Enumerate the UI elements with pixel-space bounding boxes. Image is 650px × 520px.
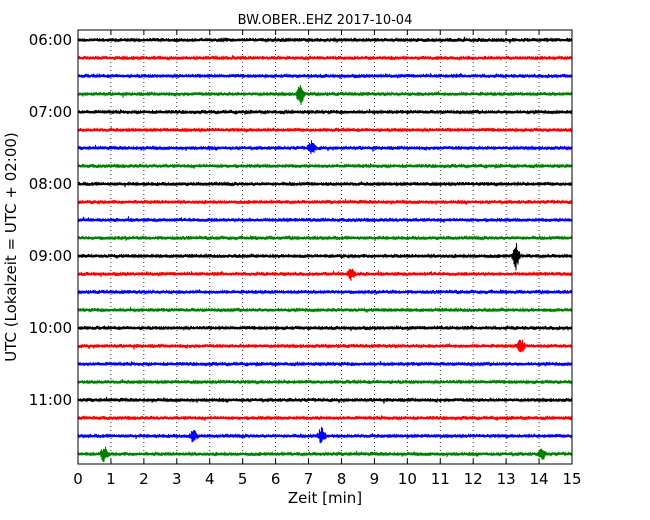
y-axis-label: UTC (Lokalzeit = UTC + 02:00): [2, 132, 20, 362]
xtick-label-9: 9: [370, 470, 380, 488]
seismic-traces: [77, 36, 573, 463]
trace-row-15: [77, 306, 573, 314]
trace-row-1: [77, 54, 573, 62]
trace-row-6: [77, 140, 573, 155]
ytick-label-0900: 09:00: [29, 247, 72, 265]
trace-row-4: [77, 108, 573, 116]
ytick-label-1100: 11:00: [29, 391, 72, 409]
xtick-label-11: 11: [431, 470, 450, 488]
ytick-label-0800: 08:00: [29, 175, 72, 193]
trace-row-21: [77, 414, 573, 422]
x-axis-tick-labels: 0 1 2 3 4 5 6 7 8 9 10 11 12 13 14 15: [73, 470, 581, 488]
trace-row-2: [77, 72, 573, 80]
trace-row-8: [77, 180, 573, 188]
plot-area-frame: [77, 29, 573, 465]
trace-row-19: [77, 378, 573, 386]
trace-row-10: [77, 216, 573, 224]
xtick-label-2: 2: [139, 470, 149, 488]
trace-row-17: [77, 339, 573, 353]
xtick-label-5: 5: [238, 470, 248, 488]
xtick-label-7: 7: [304, 470, 314, 488]
trace-row-14: [77, 288, 573, 296]
xtick-label-12: 12: [464, 470, 483, 488]
trace-row-11: [77, 234, 573, 242]
ytick-label-1000: 10:00: [29, 319, 72, 337]
trace-row-5: [77, 126, 573, 134]
trace-row-13: [77, 268, 573, 281]
y-axis-tick-labels: 06:00 07:00 08:00 09:00 10:00 11:00: [29, 31, 72, 409]
xtick-label-13: 13: [497, 470, 516, 488]
trace-row-0: [77, 36, 573, 44]
x-axis-label: Zeit [min]: [288, 489, 362, 507]
trace-row-7: [77, 162, 573, 170]
xtick-label-14: 14: [530, 470, 549, 488]
trace-row-3: [77, 85, 573, 105]
xtick-label-6: 6: [271, 470, 281, 488]
xtick-label-15: 15: [562, 470, 581, 488]
xtick-label-0: 0: [73, 470, 83, 488]
xtick-label-10: 10: [398, 470, 417, 488]
xtick-label-4: 4: [205, 470, 215, 488]
trace-row-23: [77, 446, 573, 463]
ytick-label-0600: 06:00: [29, 31, 72, 49]
xtick-label-8: 8: [337, 470, 347, 488]
axis-ticks: [77, 30, 573, 464]
xtick-label-1: 1: [106, 470, 116, 488]
vertical-gridlines: [110, 30, 540, 464]
ytick-label-0700: 07:00: [29, 103, 72, 121]
trace-row-20: [77, 396, 573, 404]
trace-row-16: [77, 324, 573, 332]
xtick-label-3: 3: [172, 470, 182, 488]
trace-row-9: [77, 198, 573, 206]
trace-row-22: [77, 426, 573, 444]
trace-row-18: [77, 360, 573, 368]
chart-title: BW.OBER..EHZ 2017-10-04: [238, 13, 413, 28]
trace-row-12: [77, 242, 573, 271]
